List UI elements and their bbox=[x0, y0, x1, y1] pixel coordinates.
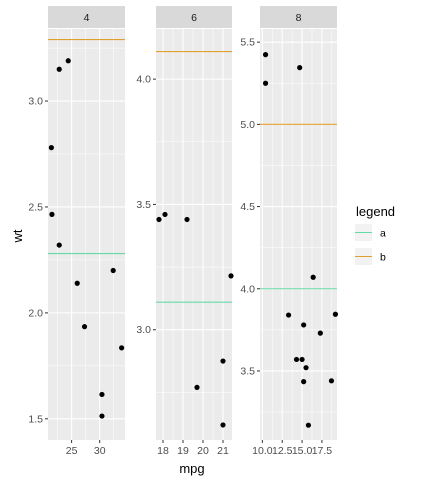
y-tick-label-8-4: 5.5 bbox=[240, 37, 255, 49]
y-tick-label-6-0: 3.0 bbox=[136, 324, 151, 336]
legend-key-a: a bbox=[355, 224, 386, 241]
facet-panel-6: 6 3.0 3.5 4.0 18 19 20 21 bbox=[136, 6, 234, 457]
facet-panels: 4 1.5 2.0 2.5 3.0 25 30 6 3.0 3.5 4.0 18 19 20 21 8 3.5 4… bbox=[28, 6, 339, 457]
data-point-6-2 bbox=[228, 273, 234, 279]
panel-background-6 bbox=[156, 29, 232, 440]
data-point-8-8 bbox=[303, 365, 309, 371]
y-tick-label-8-1: 4.0 bbox=[240, 283, 255, 295]
x-tick-label-6-2: 20 bbox=[197, 445, 209, 457]
x-tick-label-8-2: 15.0 bbox=[292, 445, 313, 457]
data-point-8-4 bbox=[301, 322, 307, 328]
data-point-8-12 bbox=[305, 422, 312, 428]
data-point-8-11 bbox=[332, 311, 339, 317]
data-point-4-2 bbox=[56, 66, 62, 72]
data-point-6-4 bbox=[184, 216, 190, 223]
data-point-6-1 bbox=[220, 358, 226, 364]
facet-strip-4 bbox=[48, 6, 125, 28]
data-point-4-10 bbox=[48, 145, 54, 151]
x-tick-label-4-0: 25 bbox=[66, 445, 78, 457]
facet-strip-6 bbox=[156, 6, 232, 28]
x-tick-label-6-1: 19 bbox=[177, 445, 189, 457]
x-tick-label-8-1: 12.5 bbox=[272, 445, 293, 457]
data-point-8-0 bbox=[328, 378, 335, 384]
data-point-4-3 bbox=[110, 267, 116, 274]
facet-panel-8: 8 3.5 4.0 4.5 5.0 5.5 10.0 12.5 15.0 17.5 bbox=[240, 6, 339, 457]
data-point-8-3 bbox=[317, 330, 323, 336]
facet-strip-label-6: 6 bbox=[191, 12, 197, 24]
x-axis-title: mpg bbox=[179, 461, 204, 476]
panel-background-8 bbox=[260, 29, 337, 440]
data-point-4-6 bbox=[49, 211, 55, 217]
x-tick-label-8-0: 10.0 bbox=[252, 445, 273, 457]
legend-label-a: a bbox=[380, 228, 386, 240]
data-point-4-4 bbox=[99, 391, 105, 398]
data-point-6-3 bbox=[162, 211, 168, 218]
data-point-4-1 bbox=[65, 58, 71, 64]
data-point-6-0 bbox=[220, 422, 226, 428]
legend-label-b: b bbox=[380, 252, 386, 264]
facet-panel-4: 4 1.5 2.0 2.5 3.0 25 30 bbox=[28, 6, 125, 457]
y-tick-label-8-0: 3.5 bbox=[240, 365, 255, 377]
y-tick-label-8-2: 4.5 bbox=[240, 201, 255, 213]
data-point-4-7 bbox=[81, 324, 88, 330]
data-point-6-5 bbox=[156, 216, 162, 223]
data-point-4-0 bbox=[56, 242, 62, 248]
x-tick-label-6-0: 18 bbox=[157, 445, 169, 457]
data-point-4-8 bbox=[74, 280, 80, 286]
data-point-6-6 bbox=[194, 384, 200, 390]
y-tick-label-4-3: 3.0 bbox=[28, 96, 43, 108]
data-point-8-7 bbox=[297, 65, 303, 71]
x-tick-label-4-1: 30 bbox=[94, 445, 106, 457]
data-point-8-1 bbox=[293, 356, 300, 363]
x-tick-label-8-3: 17.5 bbox=[312, 445, 333, 457]
legend-key-b: b bbox=[355, 248, 386, 265]
facet-strip-8 bbox=[260, 6, 337, 28]
y-tick-label-6-1: 3.5 bbox=[136, 199, 151, 211]
legend-title: legend bbox=[356, 204, 395, 219]
data-point-8-13 bbox=[299, 356, 305, 363]
legend: legend a b bbox=[355, 204, 395, 265]
facet-strip-label-4: 4 bbox=[84, 12, 90, 24]
x-tick-label-6-3: 21 bbox=[217, 445, 229, 457]
data-point-8-2 bbox=[310, 274, 316, 280]
data-point-8-9 bbox=[301, 379, 307, 385]
data-point-4-5 bbox=[119, 345, 125, 351]
y-tick-label-8-3: 5.0 bbox=[240, 119, 255, 131]
panel-background-4 bbox=[48, 29, 125, 440]
y-tick-label-6-2: 4.0 bbox=[136, 74, 151, 86]
data-point-4-9 bbox=[99, 413, 105, 419]
facet-strip-label-8: 8 bbox=[296, 12, 302, 24]
y-tick-label-4-2: 2.5 bbox=[28, 201, 43, 213]
y-axis-title: wt bbox=[10, 229, 25, 243]
data-point-8-6 bbox=[262, 52, 269, 58]
data-point-8-5 bbox=[262, 80, 269, 86]
y-tick-label-4-1: 2.0 bbox=[28, 307, 43, 319]
y-tick-label-4-0: 1.5 bbox=[28, 413, 43, 425]
data-point-8-10 bbox=[285, 312, 292, 318]
